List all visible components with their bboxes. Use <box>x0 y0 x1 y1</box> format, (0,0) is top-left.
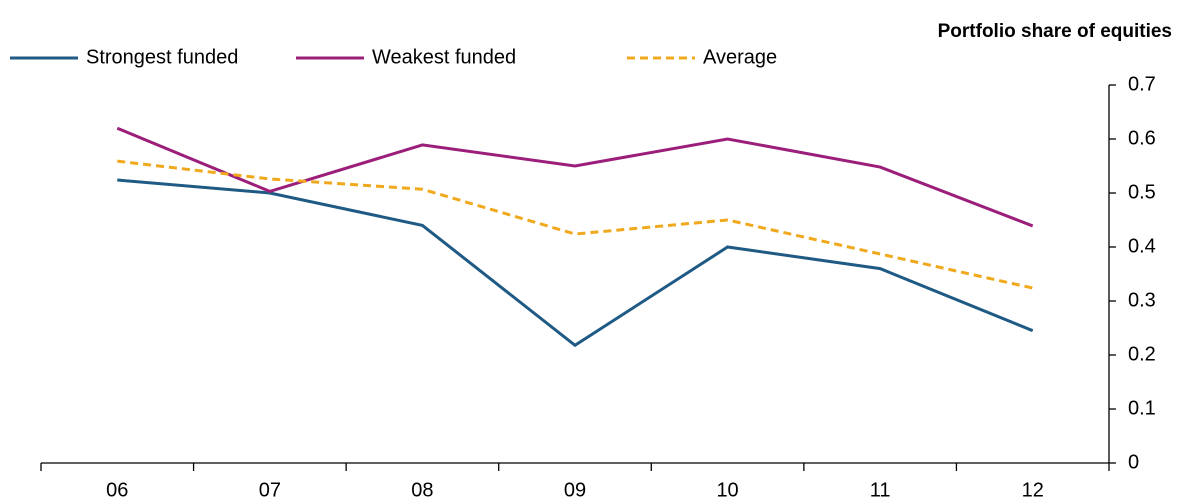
y-tick-label: 0.2 <box>1128 343 1156 365</box>
x-tick-label: 11 <box>870 479 891 501</box>
legend-label: Average <box>703 46 777 68</box>
x-tick-label: 12 <box>1022 479 1044 501</box>
y-tick-label: 0.1 <box>1128 397 1156 419</box>
y-axis-title: Portfolio share of equities <box>938 21 1172 42</box>
y-tick-label: 0 <box>1128 451 1139 473</box>
series-line <box>117 159 1034 290</box>
legend-label: Strongest funded <box>86 46 238 68</box>
x-tick-label: 07 <box>259 479 281 501</box>
x-tick-label: 09 <box>564 479 586 501</box>
x-tick-label: 10 <box>716 479 738 501</box>
legend-label: Weakest funded <box>372 46 516 68</box>
x-tick-label: 06 <box>106 479 128 501</box>
y-tick-label: 0.6 <box>1128 127 1156 149</box>
series-line <box>116 126 1034 228</box>
x-tick-label: 08 <box>411 479 433 501</box>
y-tick-label: 0.4 <box>1128 235 1156 257</box>
y-tick-label: 0.3 <box>1128 289 1156 311</box>
y-tick-label: 0.7 <box>1128 73 1156 95</box>
y-tick-label: 0.5 <box>1128 181 1156 203</box>
series-line <box>117 178 1034 348</box>
